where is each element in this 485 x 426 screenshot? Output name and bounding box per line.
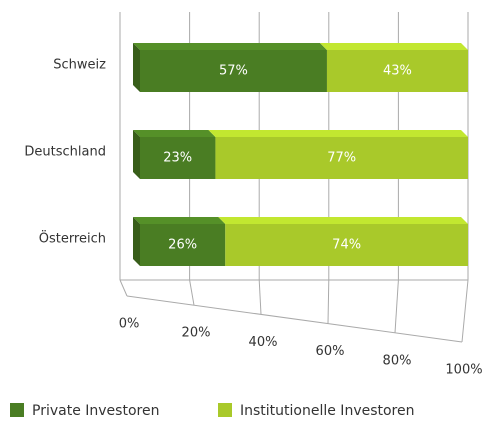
y-tick-label: Österreich [39,230,106,247]
data-label: 26% [168,238,197,253]
y-tick-label: Deutschland [24,145,106,160]
x-tick-label: 80% [383,353,412,368]
legend-swatch [218,403,232,417]
grid-line [327,279,330,324]
bar [140,50,327,92]
x-tick-label: 40% [249,335,278,350]
bar-top [319,43,468,50]
axis-floor [126,295,463,343]
x-tick-label: 100% [445,363,482,378]
legend-label: Institutionelle Investoren [240,403,415,419]
bar [326,50,468,92]
data-label: 74% [332,238,361,253]
bar [225,224,468,266]
bar [140,224,226,266]
legend-label: Private Investoren [32,403,159,419]
grid-line [258,279,262,315]
bar [215,137,468,179]
bar-side [133,43,140,92]
grid-line [189,279,195,306]
bar-top [218,217,468,224]
bar-top [133,130,216,137]
bar-side [133,130,140,179]
legend-swatch [10,403,24,417]
data-label: 23% [163,151,192,166]
bar-side [133,217,140,266]
data-label: 77% [327,151,356,166]
data-label: 57% [219,64,248,79]
x-tick-label: 0% [119,317,140,332]
bar-top [133,217,226,224]
grid-line [461,279,469,343]
x-tick-label: 20% [182,326,211,341]
grid-line [394,279,399,333]
y-tick-label: Schweiz [53,58,106,73]
data-label: 43% [383,64,412,79]
bar [140,137,216,179]
bar-top [133,43,327,50]
x-tick-label: 60% [316,344,345,359]
bar-top [208,130,468,137]
grid-line [119,279,128,297]
